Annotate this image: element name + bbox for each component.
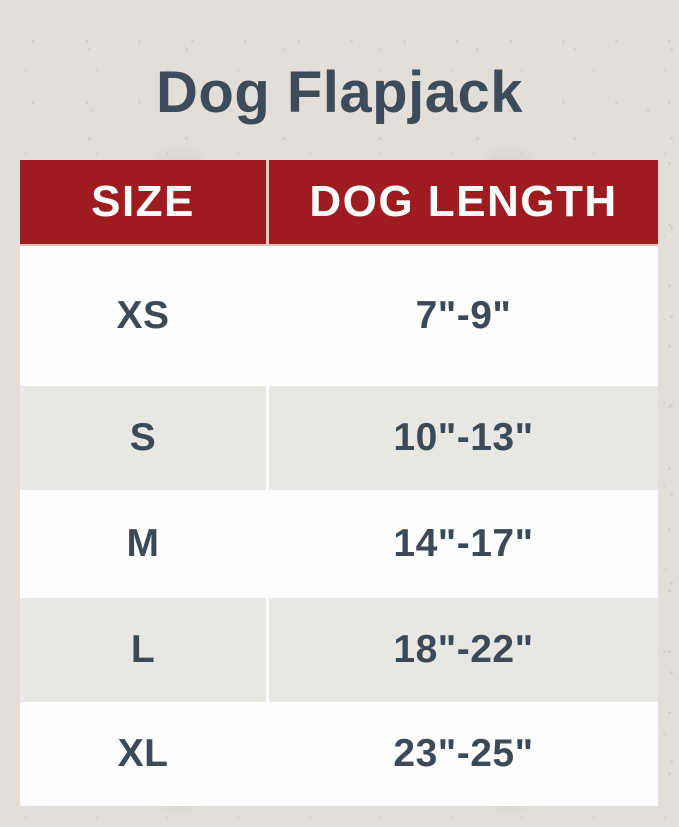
column-divider bbox=[266, 246, 269, 386]
column-header-size: SIZE bbox=[91, 177, 195, 226]
size-cell: S bbox=[129, 416, 157, 459]
length-cell: 10"-13" bbox=[393, 416, 534, 459]
table-row: XL 23"-25" bbox=[20, 702, 658, 806]
length-cell: 14"-17" bbox=[393, 522, 534, 565]
size-table: SIZE DOG LENGTH XS 7"-9" S 10"-13" M 14"… bbox=[20, 160, 658, 806]
column-divider bbox=[266, 160, 269, 244]
table-row: L 18"-22" bbox=[20, 598, 658, 702]
column-divider bbox=[266, 490, 269, 598]
table-row: XS 7"-9" bbox=[20, 246, 658, 386]
length-cell: 7"-9" bbox=[415, 294, 512, 337]
length-cell: 18"-22" bbox=[393, 628, 534, 671]
column-divider bbox=[266, 598, 269, 702]
size-cell: L bbox=[130, 628, 156, 671]
table-header-row: SIZE DOG LENGTH bbox=[20, 160, 658, 246]
table-row: S 10"-13" bbox=[20, 386, 658, 490]
size-cell: XL bbox=[117, 732, 169, 775]
column-header-dog-length: DOG LENGTH bbox=[309, 177, 618, 226]
size-cell: M bbox=[126, 522, 160, 565]
size-cell: XS bbox=[116, 294, 170, 337]
column-divider bbox=[266, 702, 269, 806]
table-row: M 14"-17" bbox=[20, 490, 658, 598]
column-divider bbox=[266, 386, 269, 490]
length-cell: 23"-25" bbox=[393, 732, 534, 775]
page-title: Dog Flapjack bbox=[156, 60, 523, 125]
